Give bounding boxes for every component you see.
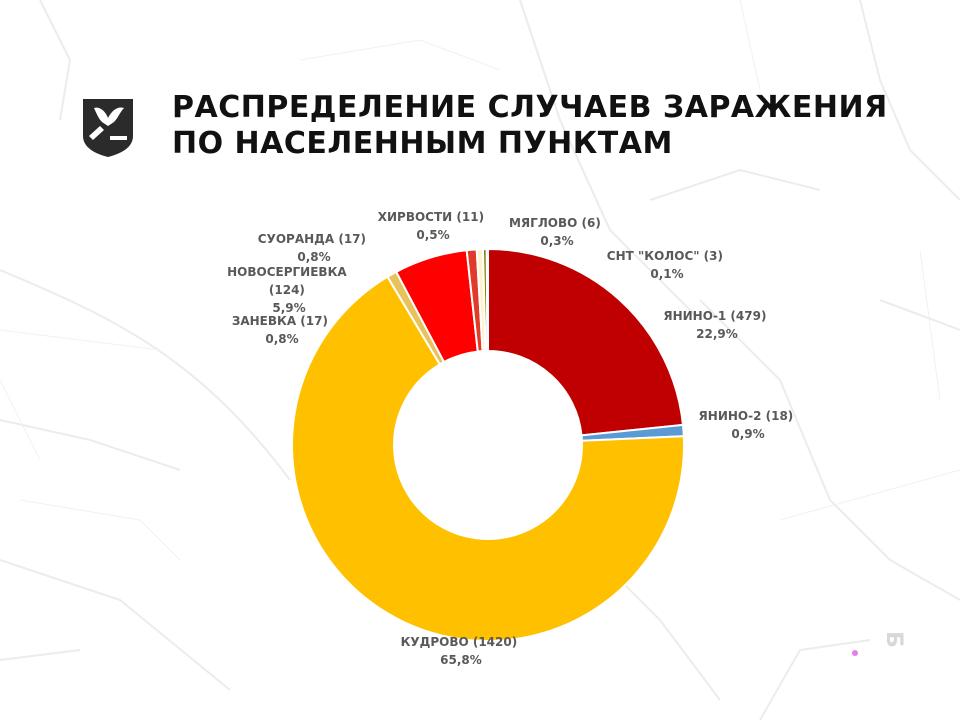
data-label-yanino-2: ЯНИНО-2 (18) 0,9% (699, 409, 798, 441)
data-label-zanevka: ЗАНЕВКА (17) 0,8% (232, 314, 332, 346)
data-label-yanino-1: ЯНИНО-1 (479) 22,9% (663, 309, 770, 341)
page-title: РАСПРЕДЕЛЕНИЕ СЛУЧАЕВ ЗАРАЖЕНИЯ ПО НАСЕЛ… (172, 90, 888, 161)
data-label-khirvosti: ХИРВОСТИ (11) 0,5% (378, 210, 489, 242)
data-label-myaglovo: МЯГЛОВО (6) 0,3% (509, 216, 605, 248)
corner-mark: Б (881, 631, 907, 648)
data-label-suoranda: СУОРАНДА (17) 0,8% (258, 232, 370, 264)
data-label-novosergievka: НОВОСЕРГИЕВКА (124) 5,9% (227, 265, 351, 315)
data-label-kudrovo: КУДРОВО (1420) 65,8% (401, 635, 522, 667)
pie-slice-8 (485, 247, 489, 353)
municipal-emblem-icon (83, 99, 133, 157)
data-label-snt-kolos: СНТ "КОЛОС" (3) 0,1% (607, 249, 727, 281)
decorative-dot (852, 650, 858, 656)
donut-hole (394, 351, 582, 539)
